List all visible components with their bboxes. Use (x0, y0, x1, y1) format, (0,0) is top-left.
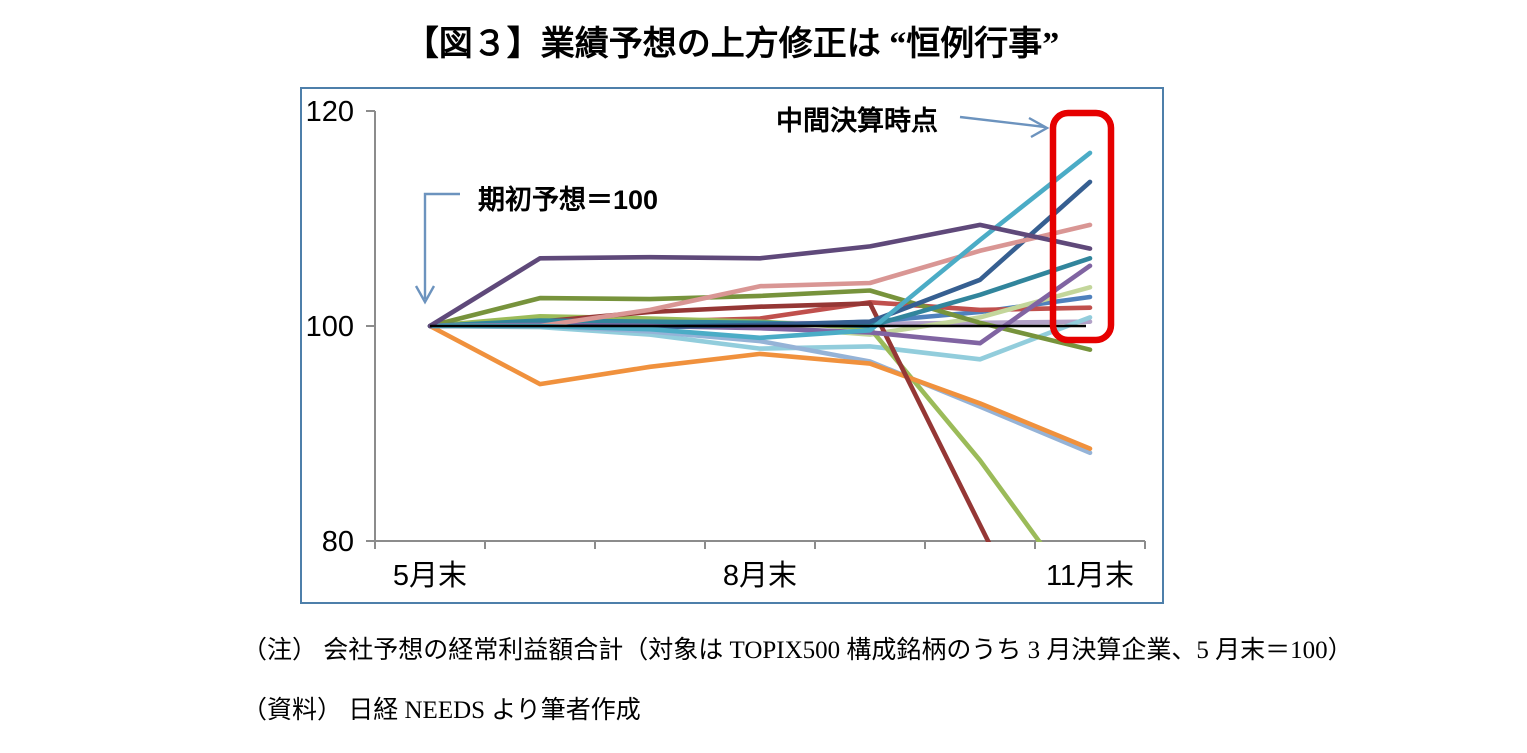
line-chart: 120 100 80 5月末 8月末 11月末 期初予 (300, 87, 1164, 604)
series-line-olive-green (427, 288, 1093, 353)
x-ticks (374, 541, 1146, 549)
x-label-aug: 8月末 (723, 559, 797, 592)
right-arrow-icon (1028, 116, 1050, 139)
note-description: （注） 会社予想の経常利益額合計（対象は TOPIX500 構成銘柄のうち 3 … (242, 637, 1353, 664)
y-label-80: 80 (322, 526, 354, 558)
figure-title: 【図３】業績予想の上方修正は “恒例行事” (404, 26, 1060, 63)
y-label-120: 120 (306, 96, 354, 128)
annotation-initial-forecast: 期初予想＝100 (414, 185, 658, 305)
annotation-initial-forecast-label: 期初予想＝100 (478, 185, 658, 215)
down-arrow-icon (414, 285, 436, 305)
series-line-dark-purple (427, 222, 1093, 329)
series-line-periwinkle (427, 323, 1093, 456)
series-lines (427, 150, 1093, 542)
chart-panel: 120 100 80 5月末 8月末 11月末 期初予 (300, 87, 1164, 604)
x-axis: 5月末 8月末 11月末 (374, 540, 1146, 592)
right-arrow-line (959, 115, 1046, 129)
x-label-may: 5月末 (393, 559, 467, 592)
annotation-interim: 中間決算時点 (776, 105, 1050, 139)
down-arrow-line (423, 192, 460, 299)
series-line-orange (427, 323, 1093, 451)
plot-border (300, 87, 1164, 604)
y-axis: 120 100 80 (306, 96, 376, 558)
y-label-100: 100 (306, 311, 354, 343)
annotation-interim-label: 中間決算時点 (776, 105, 938, 136)
x-label-nov: 11月末 (1046, 559, 1134, 592)
highlight-box (1049, 109, 1115, 344)
note-source: （資料） 日経 NEEDS より筆者作成 (242, 697, 641, 724)
